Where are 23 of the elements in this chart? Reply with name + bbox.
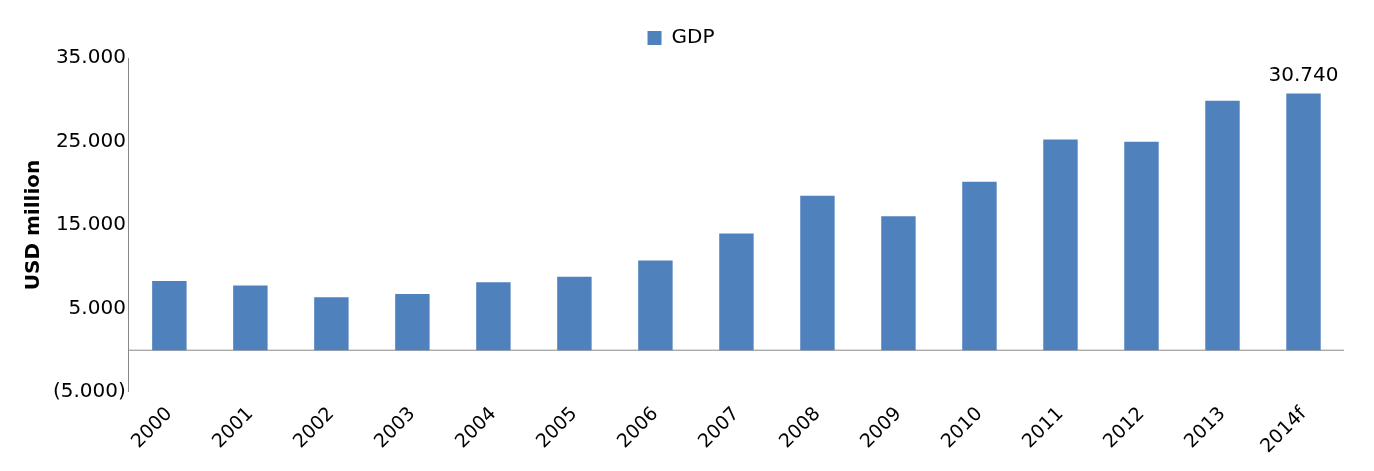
bar	[1286, 93, 1321, 351]
bar	[800, 195, 835, 351]
legend-label: GDP	[671, 24, 715, 49]
bar	[233, 285, 268, 351]
y-tick-label: 35.000	[55, 44, 126, 69]
y-tick-label: 25.000	[55, 127, 126, 152]
y-tick-label: 15.000	[55, 211, 126, 236]
bar	[1043, 139, 1078, 351]
bar	[152, 281, 187, 351]
y-axis-title: USD million	[20, 159, 45, 291]
data-label: 30.740	[1268, 61, 1339, 86]
bar	[638, 260, 673, 351]
bar	[476, 282, 511, 351]
bar	[1205, 100, 1240, 351]
bar	[395, 294, 430, 351]
bar	[962, 181, 997, 351]
y-tick-label: (5.000)	[52, 378, 126, 403]
bar	[881, 216, 916, 351]
bar	[1124, 141, 1159, 351]
y-tick-label: 5.000	[68, 294, 126, 319]
bar	[557, 276, 592, 351]
bar	[314, 297, 349, 351]
bar	[719, 233, 754, 351]
